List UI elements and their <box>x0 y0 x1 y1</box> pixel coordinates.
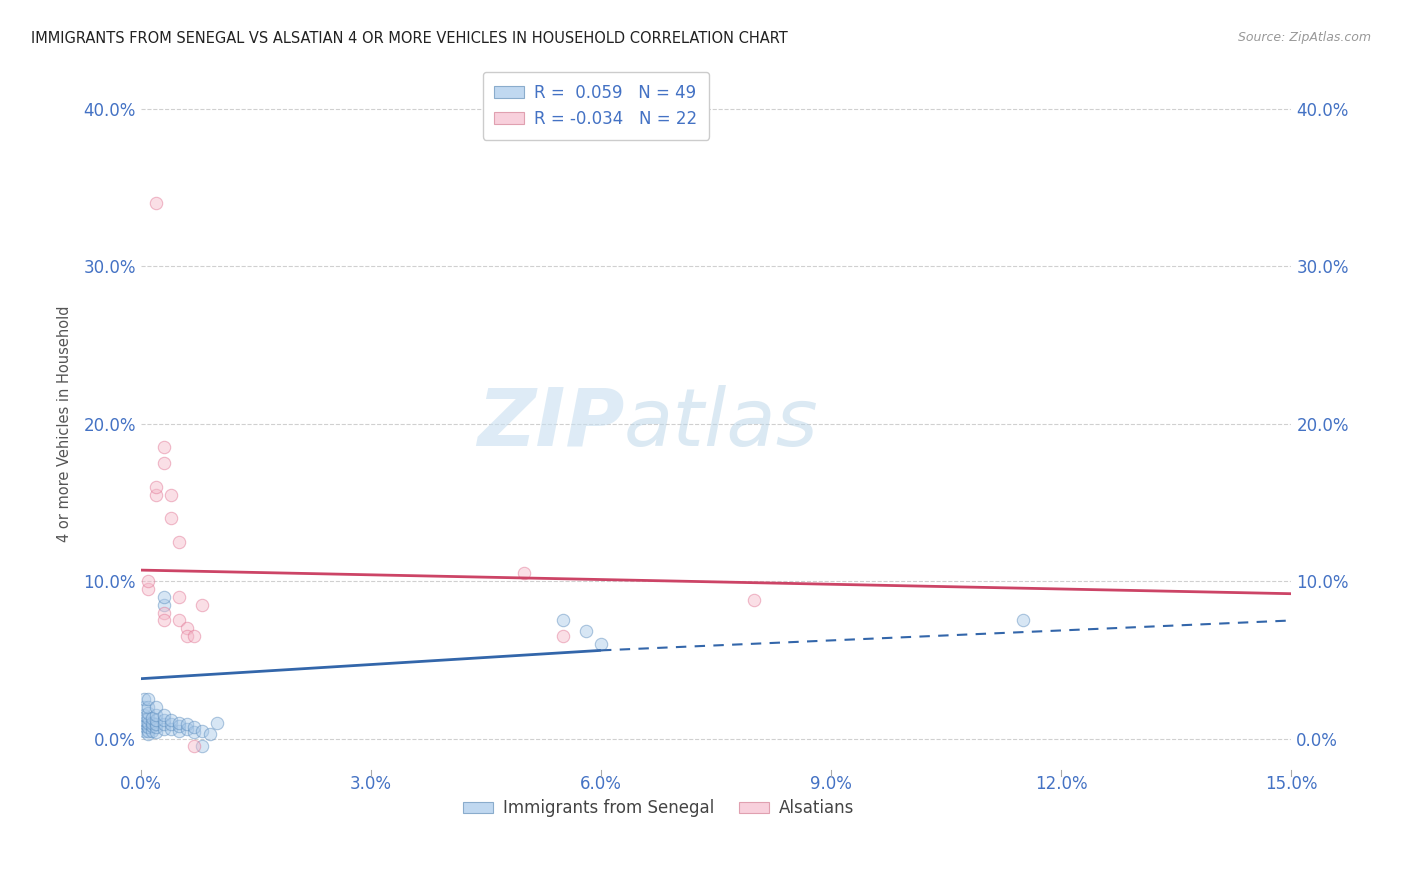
Point <box>152 722 174 736</box>
Point <box>134 715 156 730</box>
Point <box>167 534 190 549</box>
Point <box>152 598 174 612</box>
Point <box>1012 614 1035 628</box>
Point <box>136 692 159 706</box>
Point <box>551 614 574 628</box>
Point <box>141 711 163 725</box>
Point <box>167 590 190 604</box>
Point <box>152 614 174 628</box>
Point <box>744 593 766 607</box>
Point <box>152 707 174 722</box>
Point <box>136 721 159 735</box>
Point <box>198 727 221 741</box>
Point <box>141 715 163 730</box>
Point <box>551 629 574 643</box>
Point <box>160 511 183 525</box>
Point <box>152 713 174 727</box>
Point <box>167 715 190 730</box>
Point <box>183 739 205 754</box>
Point <box>176 717 198 731</box>
Point <box>183 629 205 643</box>
Point <box>145 480 167 494</box>
Point <box>145 700 167 714</box>
Point <box>136 715 159 730</box>
Point <box>207 715 229 730</box>
Point <box>145 725 167 739</box>
Point <box>589 637 612 651</box>
Point <box>160 487 183 501</box>
Point <box>160 713 183 727</box>
Point <box>145 196 167 211</box>
Point <box>136 706 159 721</box>
Point <box>136 582 159 596</box>
Point <box>136 723 159 738</box>
Point <box>167 614 190 628</box>
Point <box>134 713 156 727</box>
Point <box>575 624 598 639</box>
Point <box>134 719 156 733</box>
Point <box>152 440 174 454</box>
Point <box>152 590 174 604</box>
Point <box>134 723 156 738</box>
Point <box>176 722 198 736</box>
Point <box>152 456 174 470</box>
Point <box>513 566 536 581</box>
Point <box>191 598 214 612</box>
Point <box>145 721 167 735</box>
Point <box>152 606 174 620</box>
Point <box>167 719 190 733</box>
Point <box>191 739 214 754</box>
Point <box>141 723 163 738</box>
Point <box>191 723 214 738</box>
Y-axis label: 4 or more Vehicles in Household: 4 or more Vehicles in Household <box>58 305 72 542</box>
Point <box>160 722 183 736</box>
Point <box>134 700 156 714</box>
Point <box>167 723 190 738</box>
Text: atlas: atlas <box>624 384 818 463</box>
Point <box>136 700 159 714</box>
Point <box>145 707 167 722</box>
Point <box>152 717 174 731</box>
Point <box>134 707 156 722</box>
Text: Source: ZipAtlas.com: Source: ZipAtlas.com <box>1237 31 1371 45</box>
Text: ZIP: ZIP <box>477 384 624 463</box>
Point <box>134 692 156 706</box>
Point <box>145 717 167 731</box>
Point <box>183 721 205 735</box>
Legend: Immigrants from Senegal, Alsatians: Immigrants from Senegal, Alsatians <box>456 793 860 824</box>
Point <box>145 713 167 727</box>
Point <box>136 711 159 725</box>
Point <box>176 629 198 643</box>
Point <box>160 717 183 731</box>
Point <box>136 727 159 741</box>
Point <box>136 574 159 588</box>
Point <box>145 487 167 501</box>
Text: IMMIGRANTS FROM SENEGAL VS ALSATIAN 4 OR MORE VEHICLES IN HOUSEHOLD CORRELATION : IMMIGRANTS FROM SENEGAL VS ALSATIAN 4 OR… <box>31 31 787 46</box>
Point <box>183 725 205 739</box>
Point <box>141 719 163 733</box>
Point <box>176 621 198 635</box>
